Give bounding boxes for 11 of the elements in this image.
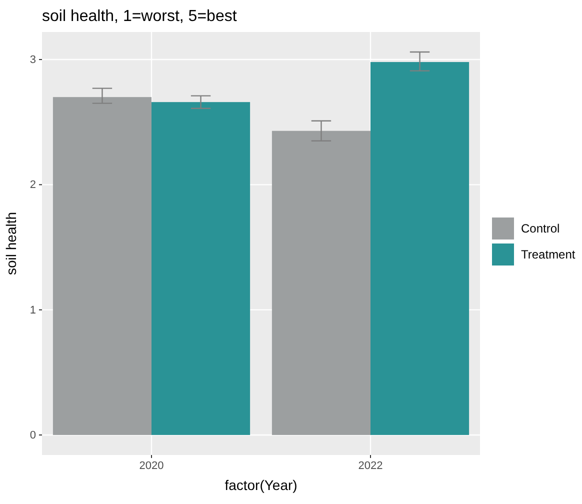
legend-label: Treatment [521,248,576,262]
y-tick-label: 0 [30,429,36,442]
x-tick-label: 2020 [139,460,164,472]
x-tick-label: 2022 [358,460,383,472]
y-axis-title: soil health [3,212,19,276]
chart-title: soil health, 1=worst, 5=best [42,8,238,25]
y-tick-label: 2 [30,179,36,192]
legend-label: Control [521,222,560,236]
y-tick-label: 3 [30,54,36,66]
x-axis-title: factor(Year) [224,477,298,493]
y-tick-label: 1 [30,304,36,316]
